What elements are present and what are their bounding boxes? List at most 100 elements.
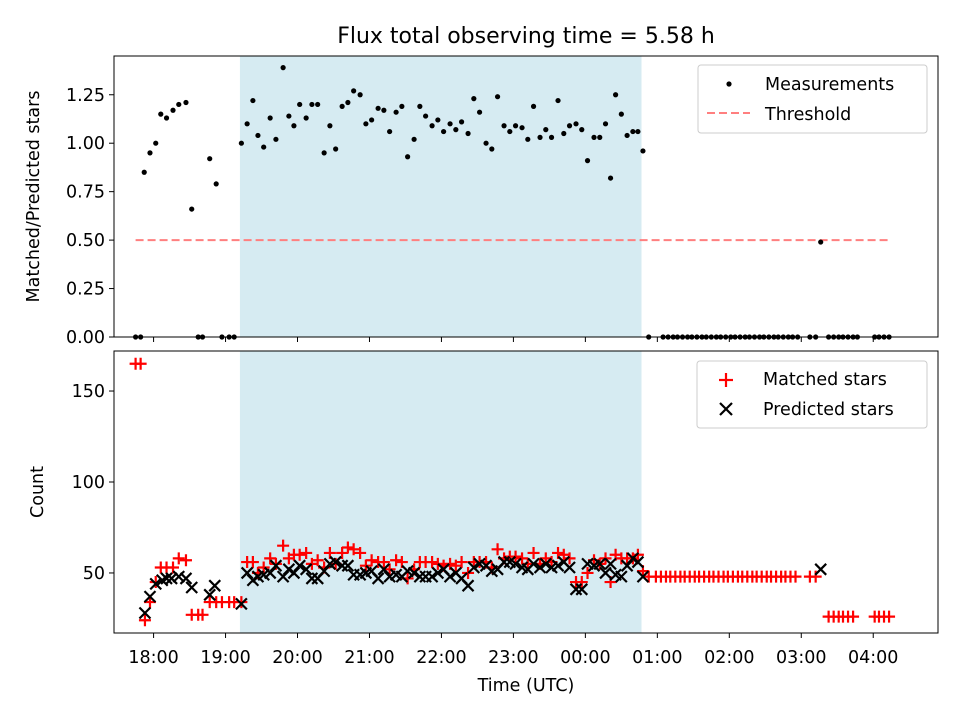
measurement-point — [147, 150, 153, 156]
matched-star-point — [347, 543, 360, 556]
predicted-star-point — [335, 559, 349, 572]
predicted-star-point — [149, 577, 163, 591]
predicted-star-point — [305, 572, 319, 585]
top-panel: 0.00 0.25 0.50 0.75 1.00 1.25 Flux total obse… — [24, 24, 939, 348]
top-y-tick-label: 1.00 — [66, 134, 105, 154]
predicted-star-point — [569, 583, 583, 596]
matched-star-point — [491, 543, 504, 556]
chart-title: Flux total observing time = 5.58 h — [337, 24, 715, 49]
matched-star-point — [377, 556, 390, 569]
top-y-axis-label: Matched/Predicted stars — [24, 91, 44, 303]
predicted-star-point — [593, 557, 607, 571]
bottom-x-ticks: 18:00 19:00 20:00 21:00 22:00 23:00 00:00 01:00… — [128, 633, 898, 668]
matched-star-point — [883, 610, 896, 623]
x-axis-label: Time (UTC) — [477, 676, 575, 696]
measurement-point — [357, 92, 363, 98]
measurement-point — [501, 123, 507, 129]
predicted-stars-series — [138, 552, 827, 620]
measurement-point — [176, 101, 182, 108]
measurement-point — [566, 123, 573, 129]
matched-star-point — [277, 539, 290, 552]
measurement-point — [183, 99, 189, 106]
measurement-point — [153, 140, 159, 146]
measurement-point — [471, 96, 477, 102]
predicted-star-point — [413, 570, 427, 583]
predicted-star-point — [203, 588, 216, 602]
measurement-point — [612, 92, 619, 98]
measurement-point — [607, 175, 614, 181]
predicted-star-point — [138, 606, 152, 620]
predicted-star-point — [443, 570, 457, 583]
matched-star-point — [516, 552, 529, 565]
legend-measurements-label: Measurements — [765, 75, 894, 95]
top-y-tick-label: 0.75 — [66, 183, 105, 203]
measurement-point — [244, 121, 250, 127]
measurement-point — [207, 156, 213, 162]
predicted-star-point — [172, 570, 186, 583]
measurement-point — [494, 94, 501, 100]
x-tick-label: 21:00 — [344, 648, 394, 668]
legend-predicted-label: Predicted stars — [763, 400, 894, 420]
measurement-point — [453, 127, 459, 133]
bottom-y-ticks: 50 100 150 — [72, 382, 114, 584]
measurement-point — [441, 128, 447, 135]
top-y-tick-label: 1.25 — [66, 86, 105, 106]
measurement-point — [273, 136, 279, 142]
matched-star-point — [426, 556, 439, 569]
measurement-point — [339, 103, 345, 109]
matched-star-point — [341, 541, 354, 554]
matched-star-point — [581, 566, 594, 579]
predicted-star-point — [615, 570, 628, 583]
legend-matched-marker — [719, 373, 733, 387]
measurement-point — [640, 148, 646, 154]
measurement-point — [543, 127, 549, 133]
predicted-star-point — [235, 597, 248, 611]
predicted-star-point — [604, 557, 617, 571]
top-y-ticks: 0.00 0.25 0.50 0.75 1.00 1.25 — [66, 86, 114, 348]
measurement-point — [635, 128, 641, 135]
measurement-point — [818, 239, 824, 245]
matched-star-point — [462, 566, 475, 579]
predicted-star-point — [165, 572, 178, 585]
bottom-axes-frame — [113, 350, 939, 634]
predicted-star-point — [431, 566, 445, 580]
measurement-point — [333, 146, 339, 152]
predicted-star-point — [631, 555, 645, 569]
x-tick-label: 04:00 — [848, 648, 898, 668]
measurement-point — [303, 115, 309, 121]
measurement-point — [555, 97, 561, 104]
bottom-panel: 50 100 150 18:00 19:00 20:00 21:00 22:00 23:00 0… — [28, 350, 939, 696]
predicted-star-point — [509, 557, 522, 571]
predicted-star-point — [814, 563, 827, 576]
measurement-point — [573, 121, 579, 127]
x-tick-label: 20:00 — [272, 648, 322, 668]
legend-threshold-label: Threshold — [764, 105, 851, 125]
measurement-point — [630, 128, 636, 135]
measurement-point — [261, 144, 267, 150]
predicted-star-point — [407, 566, 421, 580]
matched-star-point — [383, 563, 396, 576]
predicted-star-point — [371, 572, 385, 585]
measurement-point — [561, 130, 567, 137]
top-x-ticks — [153, 337, 874, 342]
x-tick-label: 00:00 — [560, 648, 610, 668]
matched-star-point — [365, 554, 378, 567]
measurement-point — [465, 130, 471, 137]
predicted-star-point — [160, 572, 173, 585]
predicted-star-point — [179, 572, 193, 585]
matched-star-point — [311, 554, 324, 567]
measurement-point — [141, 169, 147, 175]
measurement-point — [579, 127, 585, 133]
measurement-point — [537, 134, 543, 140]
measurement-point — [238, 140, 244, 146]
measurement-point — [417, 103, 423, 109]
matched-star-point — [575, 576, 588, 589]
predicted-star-point — [269, 559, 283, 572]
measurement-point — [411, 136, 417, 142]
measurement-point — [507, 128, 513, 135]
matched-star-point — [336, 546, 349, 559]
matched-star-point — [563, 552, 576, 565]
measurement-point — [267, 115, 273, 121]
measurement-point — [345, 99, 351, 106]
matched-star-point — [789, 570, 802, 583]
